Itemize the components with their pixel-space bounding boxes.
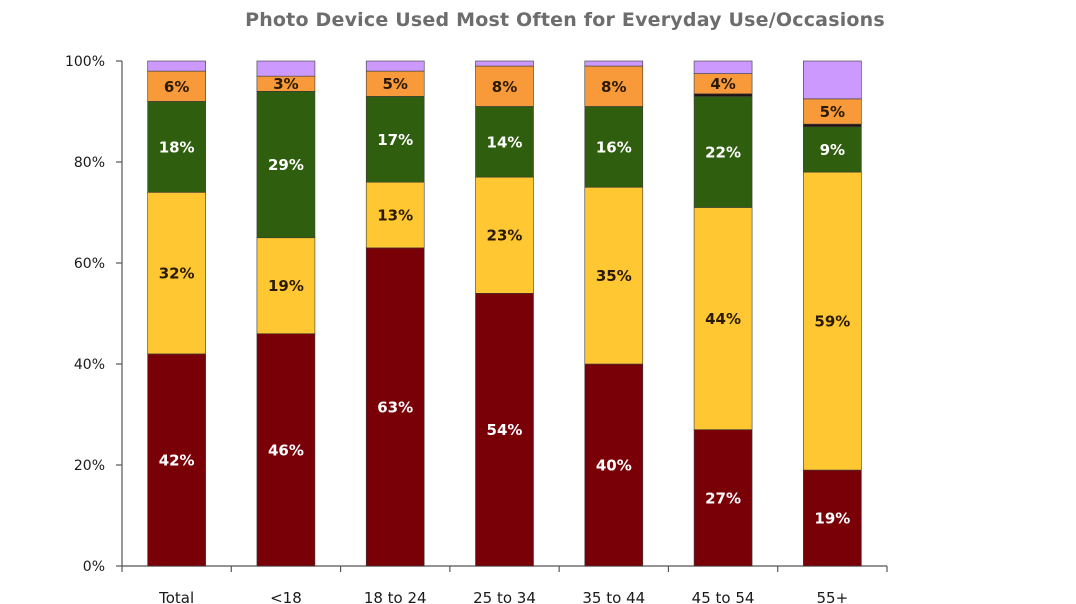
data-label: 40% <box>596 457 632 475</box>
bar-segment <box>365 247 425 567</box>
bar-segment <box>365 181 425 249</box>
bar-segment <box>584 60 644 67</box>
bar-segment <box>693 60 753 74</box>
data-label: 16% <box>596 138 632 156</box>
bar-segment <box>147 353 206 567</box>
bars <box>147 60 862 567</box>
bar-segment <box>693 93 753 97</box>
data-label: 3% <box>273 75 298 93</box>
data-label: 14% <box>487 133 523 151</box>
bar-segment <box>365 96 425 183</box>
bar-segment <box>475 65 534 107</box>
data-label: 9% <box>820 141 845 159</box>
category-label: 55+ <box>817 589 849 604</box>
data-label: 17% <box>377 131 413 149</box>
data-label: 23% <box>487 227 523 245</box>
category-label: Total <box>158 589 194 604</box>
y-tick-label: 0% <box>83 559 105 575</box>
data-label: 44% <box>705 310 741 328</box>
bar-segment <box>693 96 753 208</box>
data-label: 4% <box>710 75 735 93</box>
category-label: 35 to 44 <box>582 589 645 604</box>
bar-segment <box>803 126 862 173</box>
category-label: <18 <box>270 589 302 604</box>
bar-segment <box>256 91 316 239</box>
bar-segment <box>803 98 862 125</box>
bar-segment <box>803 60 862 100</box>
bar-segment <box>147 192 206 355</box>
bar-segment <box>147 101 206 193</box>
data-label: 19% <box>268 277 304 295</box>
bar-segment <box>475 60 534 67</box>
data-label: 27% <box>705 489 741 507</box>
bar-segment <box>475 176 534 294</box>
bar-segment <box>365 60 425 72</box>
data-label: 22% <box>705 143 741 161</box>
bar-segment <box>803 171 862 471</box>
data-label: 5% <box>382 75 407 93</box>
data-label: 13% <box>377 207 413 225</box>
data-label: 42% <box>159 451 195 469</box>
bar-segment <box>803 469 862 567</box>
bar-segment <box>256 60 316 77</box>
bar-segment <box>475 292 534 567</box>
data-label: 29% <box>268 156 304 174</box>
data-label: 63% <box>377 398 413 416</box>
bar-segment <box>256 333 316 567</box>
bar-segment <box>365 70 425 97</box>
data-label: 6% <box>164 78 189 96</box>
data-label: 8% <box>601 78 626 96</box>
data-label: 54% <box>487 421 523 439</box>
bar-segment <box>256 237 316 334</box>
bar-segment <box>693 207 753 430</box>
data-label: 59% <box>814 313 850 331</box>
bar-segment <box>147 60 206 72</box>
data-label: 5% <box>820 103 845 121</box>
chart-title: Photo Device Used Most Often for Everyda… <box>245 9 885 31</box>
bar-segment <box>693 429 753 567</box>
y-tick-label: 100% <box>65 54 105 70</box>
data-labels: 42% 32% 18% 6% 46% 19% 29% 3% 63% 13% 17% 5% 54% 23% 1… <box>159 75 851 527</box>
data-label: 32% <box>159 265 195 283</box>
y-tick-label: 20% <box>74 458 105 474</box>
data-label: 18% <box>159 138 195 156</box>
data-label: 46% <box>268 441 304 459</box>
category-label: 25 to 34 <box>473 589 536 604</box>
category-label: 45 to 54 <box>692 589 755 604</box>
category-label: 18 to 24 <box>364 589 427 604</box>
data-label: 8% <box>492 78 517 96</box>
bar-segment <box>584 65 644 107</box>
axes: 0% 20% 40% 60% 80% 100% Total <18 18 to 24 25 to … <box>65 54 888 604</box>
data-label: 19% <box>814 510 850 528</box>
bar-segment <box>803 123 862 127</box>
bar-segment <box>584 106 644 188</box>
y-tick-label: 60% <box>74 256 105 272</box>
bar-segment <box>475 106 534 178</box>
y-tick-label: 80% <box>74 155 105 171</box>
data-label: 35% <box>596 267 632 285</box>
y-tick-label: 40% <box>74 357 105 373</box>
